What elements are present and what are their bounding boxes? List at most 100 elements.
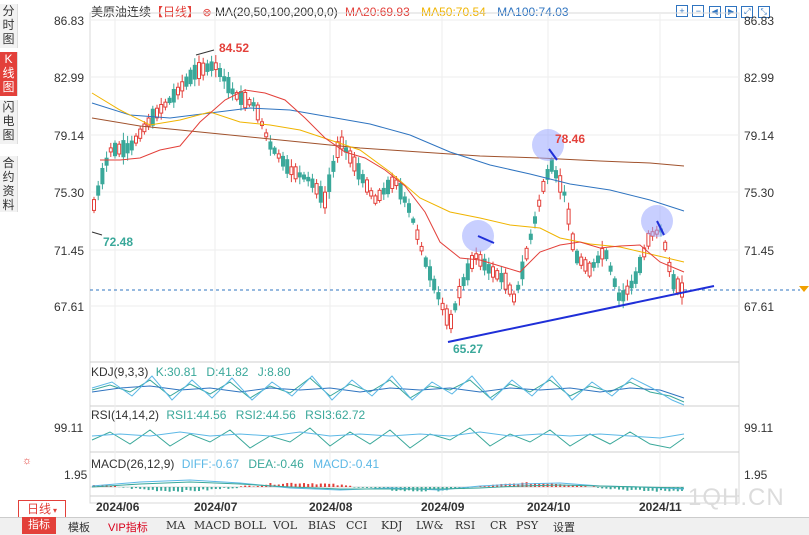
rsi1-line: [92, 428, 684, 448]
tab-cci[interactable]: CCI: [346, 519, 367, 532]
candle-body: [189, 70, 192, 83]
rsi-axis-left: 99.11: [54, 421, 83, 435]
price-label-left: 71.45: [54, 244, 84, 258]
candle-body: [403, 197, 406, 202]
candle-body: [391, 177, 394, 188]
candle-body: [580, 257, 583, 265]
tab-macd[interactable]: MACD: [194, 519, 230, 532]
tab-kdj[interactable]: KDJ: [381, 519, 402, 532]
tab-vip-indicator[interactable]: VIP指标: [108, 519, 148, 535]
price-marker-icon: [799, 286, 809, 292]
candles: [93, 55, 684, 333]
macd-bar: [232, 487, 234, 488]
tab-boll[interactable]: BOLL: [234, 519, 266, 532]
candle-body: [366, 180, 369, 192]
tab-indicator[interactable]: 指标: [22, 517, 56, 534]
candle-body: [382, 188, 385, 194]
candle-body: [639, 257, 642, 272]
candle-body: [282, 156, 285, 166]
candle-body: [319, 187, 322, 203]
rsi3-value: RSI3:62.72: [305, 408, 365, 422]
candle-body: [361, 175, 364, 183]
candle-body: [458, 286, 461, 297]
candle-body: [244, 93, 247, 108]
rsi-legend: RSI(14,14,2) RSI1:44.56 RSI2:44.56 RSI3:…: [91, 408, 365, 422]
macd-diff-value: DIFF:-0.67: [182, 457, 239, 471]
candle-body: [357, 164, 360, 179]
macd-bar: [227, 487, 229, 489]
macd-bar: [601, 487, 603, 488]
macd-bar: [488, 486, 490, 487]
candle-body: [395, 180, 398, 185]
candle-body: [198, 63, 201, 79]
low-annotation: 65.27: [453, 342, 483, 356]
candle-body: [538, 200, 541, 206]
candle-body: [613, 279, 616, 287]
period-selector[interactable]: 日线▾: [18, 500, 66, 518]
macd-bar: [307, 484, 309, 487]
candle-body: [504, 273, 507, 289]
tab-cr[interactable]: CR: [490, 519, 507, 532]
candle-body: [676, 279, 679, 293]
candle-body: [206, 64, 209, 72]
tab-rsi[interactable]: RSI: [455, 519, 475, 532]
kdj-j-value: J:8.80: [258, 365, 291, 379]
candle-body: [101, 168, 104, 183]
macd-bar: [337, 485, 339, 487]
candle-body: [454, 304, 457, 310]
macd-bar: [223, 487, 225, 488]
date-label: 2024/06: [96, 500, 139, 514]
high-annotation: 84.52: [219, 41, 249, 55]
candle-body: [513, 294, 516, 302]
candle-body: [240, 92, 243, 105]
candle-body: [248, 100, 251, 105]
macd-legend: MACD(26,12,9) DIFF:-0.67 DEA:-0.46 MACD:…: [91, 457, 379, 471]
candle-body: [534, 217, 537, 223]
candle-body: [298, 173, 301, 177]
tab-template[interactable]: 模板: [68, 519, 90, 535]
sun-icon[interactable]: ☼: [22, 455, 32, 467]
macd-bar: [311, 483, 313, 487]
candle-body: [109, 148, 112, 152]
macd-bar: [295, 484, 297, 487]
date-label: 2024/09: [421, 500, 464, 514]
price-label-right: 82.99: [744, 71, 774, 85]
macd-bar: [215, 487, 217, 489]
macd-bar: [244, 486, 246, 487]
candle-body: [588, 263, 591, 276]
price-label-right: 67.61: [744, 300, 774, 314]
tab-lw[interactable]: LW&: [416, 519, 443, 532]
candle-body: [618, 293, 621, 300]
candle-body: [597, 256, 600, 263]
candle-body: [664, 242, 667, 249]
tab-vol[interactable]: VOL: [273, 519, 297, 532]
candle-body: [508, 285, 511, 294]
kdj-d-value: D:41.82: [206, 365, 248, 379]
candle-body: [294, 167, 297, 179]
candle-body: [303, 175, 306, 179]
candle-body: [563, 192, 566, 195]
candle-body: [336, 142, 339, 158]
tab-ma[interactable]: MA: [166, 519, 185, 532]
macd-bar: [370, 487, 372, 488]
tab-psy[interactable]: PSY: [516, 519, 538, 532]
rsi-axis-right: 99.11: [744, 421, 773, 435]
low-left-annotation: 72.48: [103, 235, 133, 249]
macd-bar: [610, 487, 612, 489]
macd-bar: [177, 487, 179, 492]
candle-body: [277, 154, 280, 158]
candle-body: [130, 141, 133, 150]
candle-body: [181, 82, 184, 91]
candle-body: [471, 256, 474, 269]
rsi2-value: RSI2:44.56: [236, 408, 296, 422]
tab-settings[interactable]: 设置: [553, 519, 575, 535]
tab-bias[interactable]: BIAS: [308, 519, 336, 532]
candle-body: [487, 265, 490, 273]
candle-body: [223, 77, 226, 81]
candle-body: [584, 260, 587, 271]
candle-body: [143, 124, 146, 132]
macd-bar: [194, 487, 196, 491]
candle-body: [273, 148, 276, 153]
candle-body: [517, 285, 520, 289]
